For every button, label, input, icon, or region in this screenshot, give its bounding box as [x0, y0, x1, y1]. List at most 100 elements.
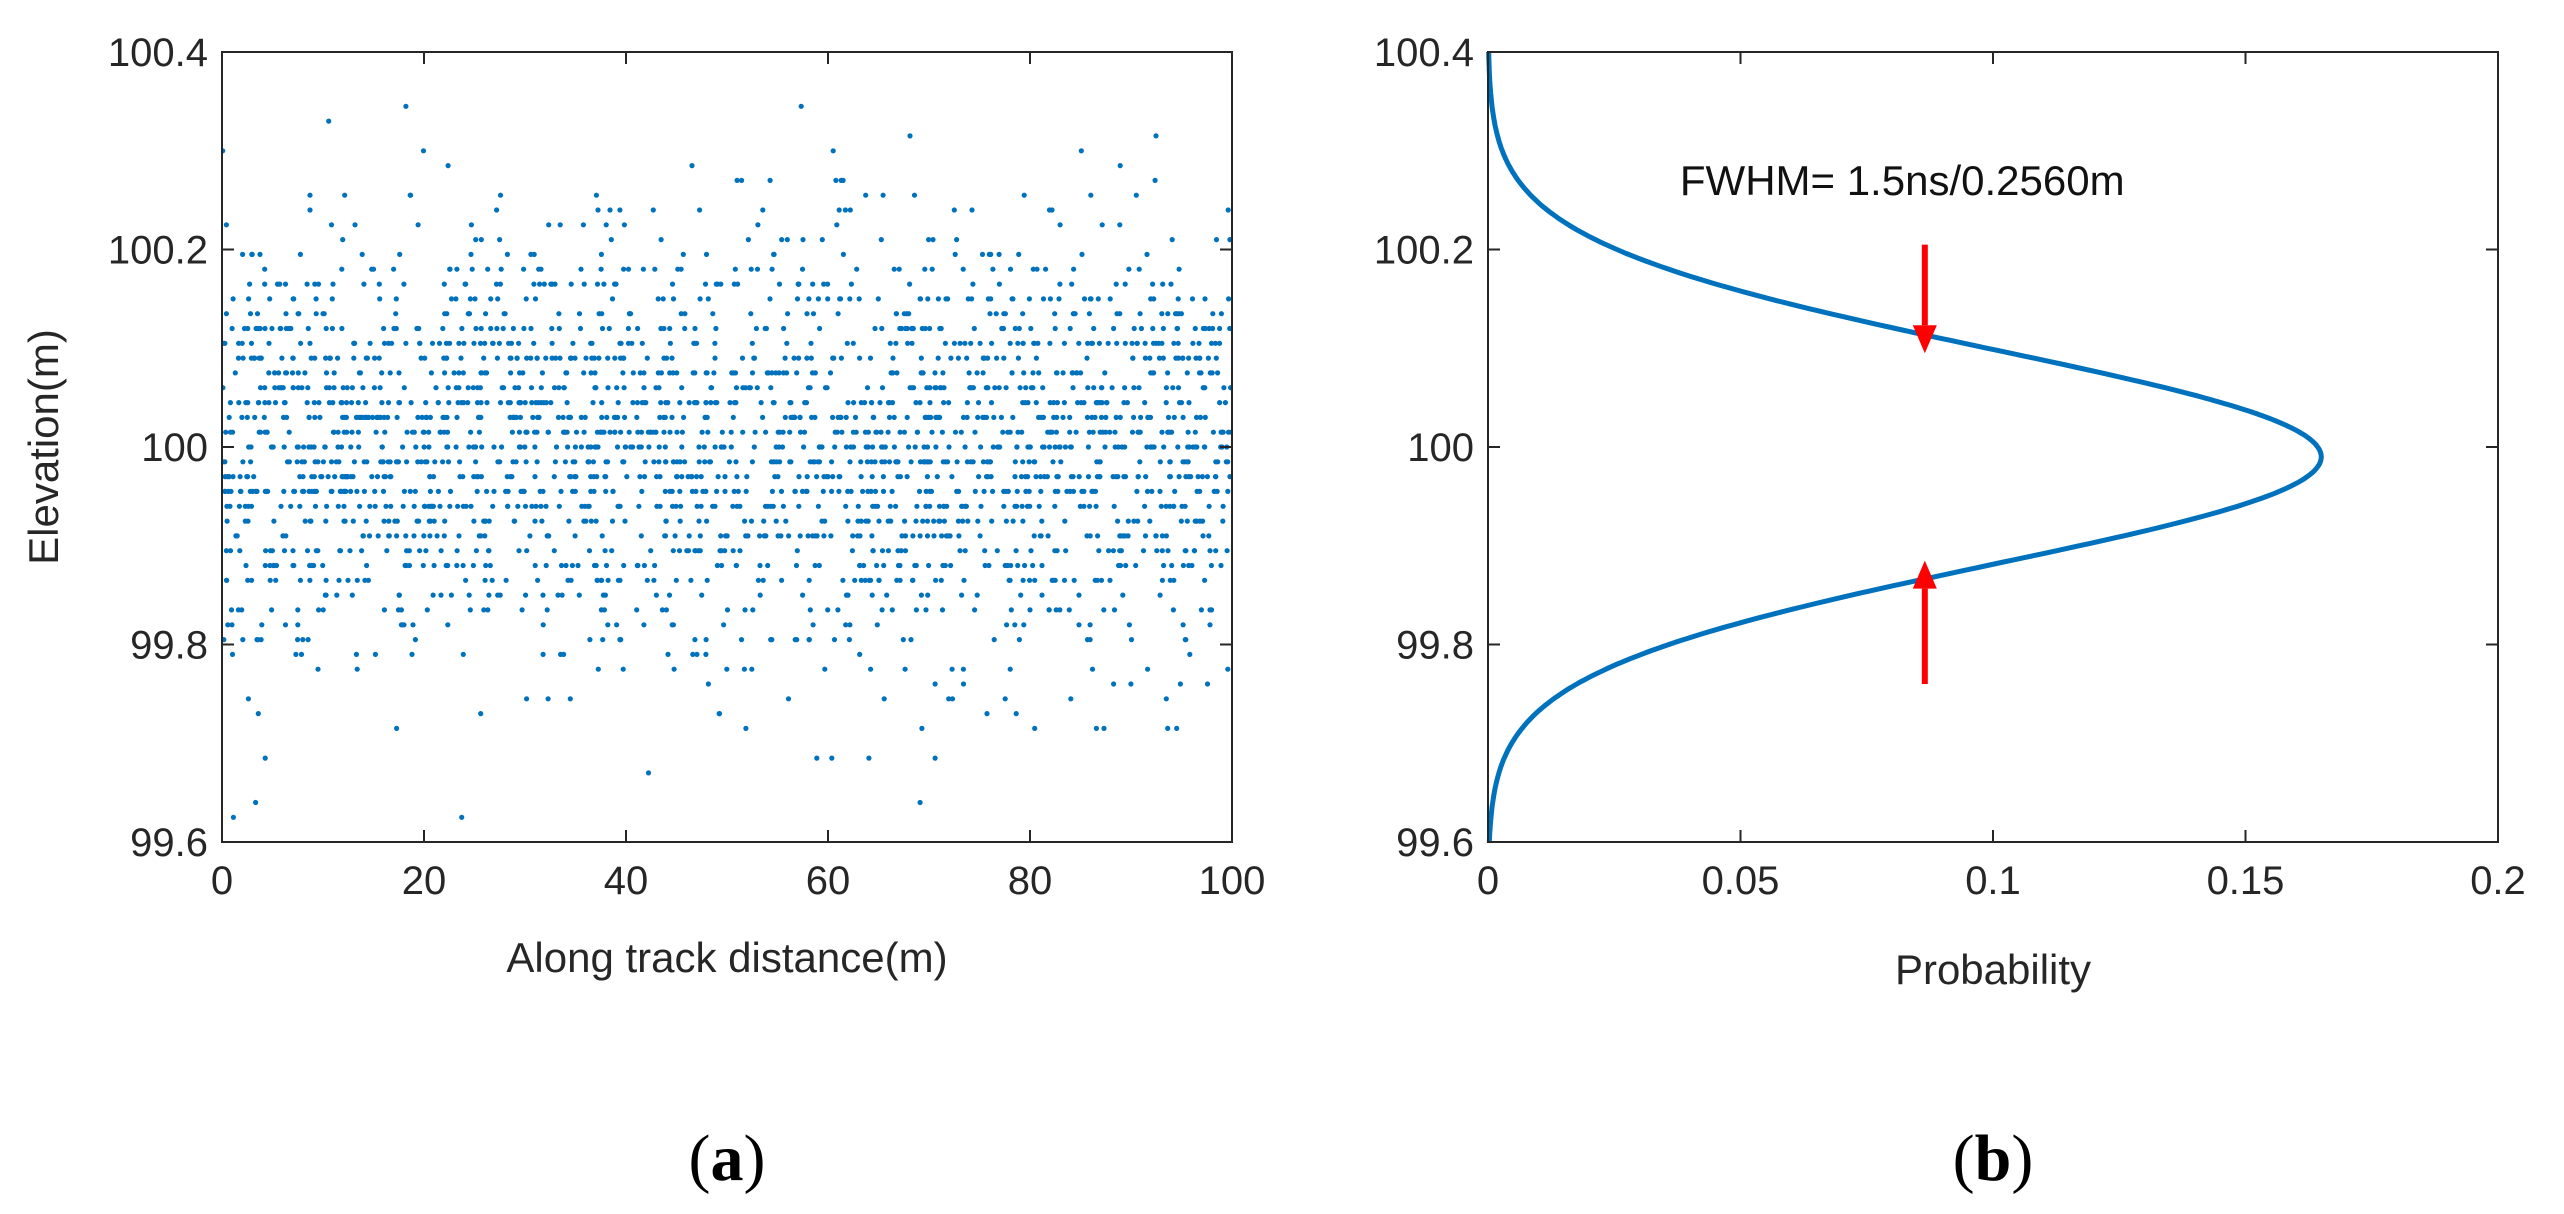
scatter-point [980, 414, 986, 420]
scatter-point [1047, 296, 1053, 302]
scatter-point [993, 311, 999, 317]
scatter-point [295, 370, 301, 376]
probability-curve [1486, 52, 2324, 843]
scatter-point [248, 355, 254, 361]
scatter-point [980, 459, 987, 465]
scatter-point [810, 533, 816, 539]
scatter-point [394, 725, 400, 732]
scatter-point [345, 577, 351, 583]
scatter-point [986, 251, 992, 257]
scatter-point [1151, 370, 1157, 376]
scatter-point [955, 518, 962, 524]
scatter-point [307, 340, 313, 346]
scatter-point [1107, 296, 1113, 302]
scatter-point [1207, 548, 1213, 554]
scatter-point [804, 474, 810, 480]
scatter-point [1098, 414, 1105, 420]
scatter-point [556, 311, 562, 317]
scatter-point [868, 488, 874, 494]
scatter-point [1110, 548, 1116, 554]
scatter-point [304, 548, 311, 554]
scatter-point [297, 503, 303, 509]
scatter-point [878, 237, 884, 243]
scatter-point [297, 577, 303, 583]
scatter-point [682, 459, 688, 465]
scatter-point [641, 385, 647, 391]
scatter-point [988, 400, 995, 406]
scatter-point [240, 355, 246, 361]
scatter-point [1147, 414, 1154, 420]
scatter-point [1052, 325, 1058, 332]
scatter-point [459, 325, 465, 332]
scatter-point [781, 325, 787, 332]
scatter-point [794, 296, 801, 302]
x-tick-label: 20 [402, 859, 447, 903]
scatter-point [678, 266, 684, 272]
scatter-point [466, 592, 472, 598]
scatter-point [929, 429, 935, 435]
scatter-point [757, 533, 763, 539]
scatter-point [862, 400, 868, 406]
scatter-point [592, 370, 598, 376]
scatter-point [1015, 562, 1021, 569]
scatter-point [835, 607, 841, 613]
scatter-point [916, 488, 923, 494]
scatter-point [364, 355, 370, 361]
x-tick-label: 80 [1008, 859, 1053, 903]
scatter-point [639, 400, 645, 406]
scatter-point [898, 548, 904, 554]
scatter-point [342, 192, 348, 198]
scatter-point [911, 192, 918, 198]
scatter-point [514, 355, 520, 361]
scatter-point [232, 370, 238, 376]
scatter-point [712, 503, 718, 509]
scatter-point [253, 799, 259, 806]
scatter-point [416, 325, 422, 332]
scatter-point [1076, 474, 1082, 480]
scatter-point [400, 444, 406, 450]
scatter-point [635, 429, 641, 435]
scatter-point [866, 755, 872, 761]
scatter-point [1033, 355, 1039, 361]
scatter-point [407, 488, 413, 494]
scatter-point [838, 355, 845, 361]
scatter-point [746, 385, 752, 391]
scatter-point [1038, 488, 1044, 494]
scatter-point [351, 355, 357, 361]
scatter-point [932, 755, 938, 761]
scatter-point [932, 370, 938, 376]
scatter-point [879, 548, 886, 554]
scatter-point [311, 562, 317, 569]
scatter-point [1081, 503, 1087, 509]
scatter-point [1026, 296, 1032, 302]
scatter-point [674, 429, 680, 435]
scatter-point [328, 222, 335, 228]
scatter-point [885, 429, 891, 435]
scatter-point [1197, 488, 1203, 494]
scatter-point [1157, 488, 1163, 494]
scatter-point [974, 592, 980, 598]
scatter-point [1175, 296, 1181, 302]
scatter-point [939, 429, 946, 435]
scatter-point [1007, 340, 1013, 346]
scatter-point [305, 637, 311, 643]
scatter-point [775, 533, 781, 539]
scatter-point [340, 414, 346, 420]
scatter-point [505, 488, 511, 494]
scatter-point [986, 562, 992, 569]
scatter-point [262, 281, 268, 287]
scatter-point [590, 400, 596, 406]
scatter-point [315, 459, 321, 465]
scatter-point [891, 414, 897, 420]
scatter-point [1128, 637, 1135, 643]
scatter-point [1045, 429, 1051, 435]
scatter-point [426, 444, 432, 450]
scatter-point [478, 325, 484, 332]
scatter-point [677, 400, 683, 406]
scatter-point [606, 325, 612, 332]
scatter-point [911, 385, 917, 391]
scatter-point [538, 503, 544, 509]
scatter-point [237, 548, 243, 554]
scatter-point [1095, 533, 1101, 539]
scatter-point [1036, 503, 1042, 509]
